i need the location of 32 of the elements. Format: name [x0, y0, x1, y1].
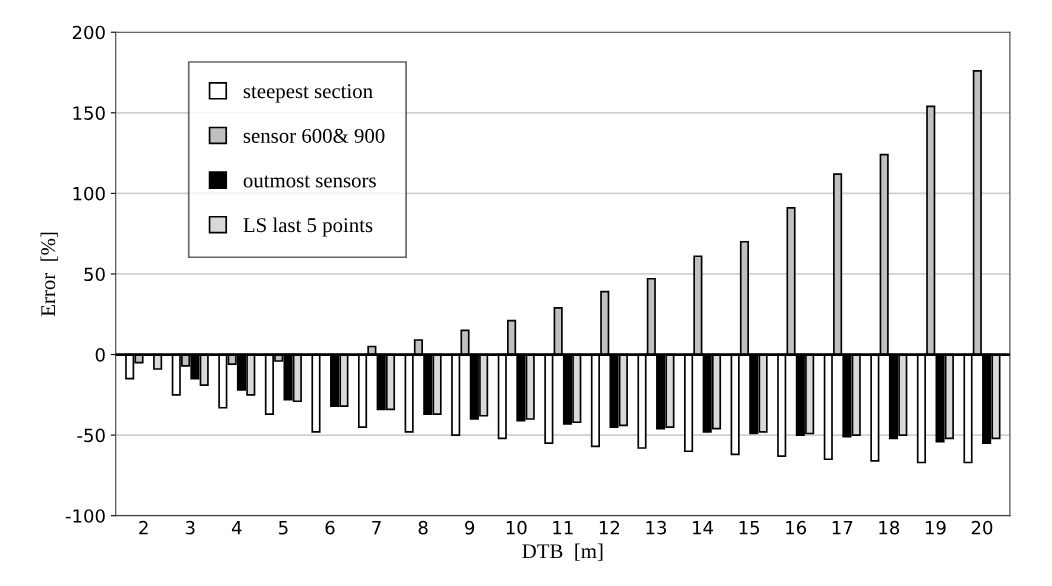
x-tick-label: 20: [971, 520, 993, 535]
x-tick-label: 16: [786, 520, 807, 535]
x-axis-title: DTB [m]: [522, 543, 603, 561]
y-tick-label: 100: [73, 186, 105, 201]
y-tick-label: 150: [73, 106, 105, 120]
x-tick-label: 14: [693, 521, 714, 535]
x-tick-label: 9: [465, 520, 475, 535]
x-tick-label: 17: [832, 521, 853, 535]
legend-label: steepest section: [243, 84, 373, 103]
x-tick-label: 12: [599, 520, 620, 535]
x-tick-label: 7: [372, 521, 381, 535]
x-tick-label: 15: [739, 521, 760, 535]
x-tick-label: 19: [925, 520, 946, 535]
legend-label: outmost sensors: [243, 175, 376, 188]
x-tick-label: 13: [646, 520, 667, 535]
x-tick-label: 10: [506, 520, 527, 535]
x-tick-label: 2: [139, 520, 148, 535]
x-tick-label: 11: [553, 521, 573, 535]
x-tick-label: 5: [279, 521, 288, 535]
y-tick-label: -100: [65, 509, 105, 523]
x-tick-label: 6: [325, 520, 335, 535]
legend-label: sensor 600& 900: [243, 128, 385, 143]
y-tick-label: 50: [84, 267, 105, 282]
y-axis-title: Error [%]: [40, 232, 58, 317]
x-tick-label: 4: [231, 521, 242, 535]
y-tick-label: 0: [95, 347, 105, 362]
y-tick-label: 200: [72, 25, 105, 40]
legend-label: LS last 5 points: [243, 217, 373, 237]
x-tick-label: 8: [418, 520, 428, 535]
x-tick-label: 3: [185, 520, 195, 535]
y-tick-label: -50: [77, 428, 105, 443]
x-tick-label: 18: [879, 520, 900, 535]
